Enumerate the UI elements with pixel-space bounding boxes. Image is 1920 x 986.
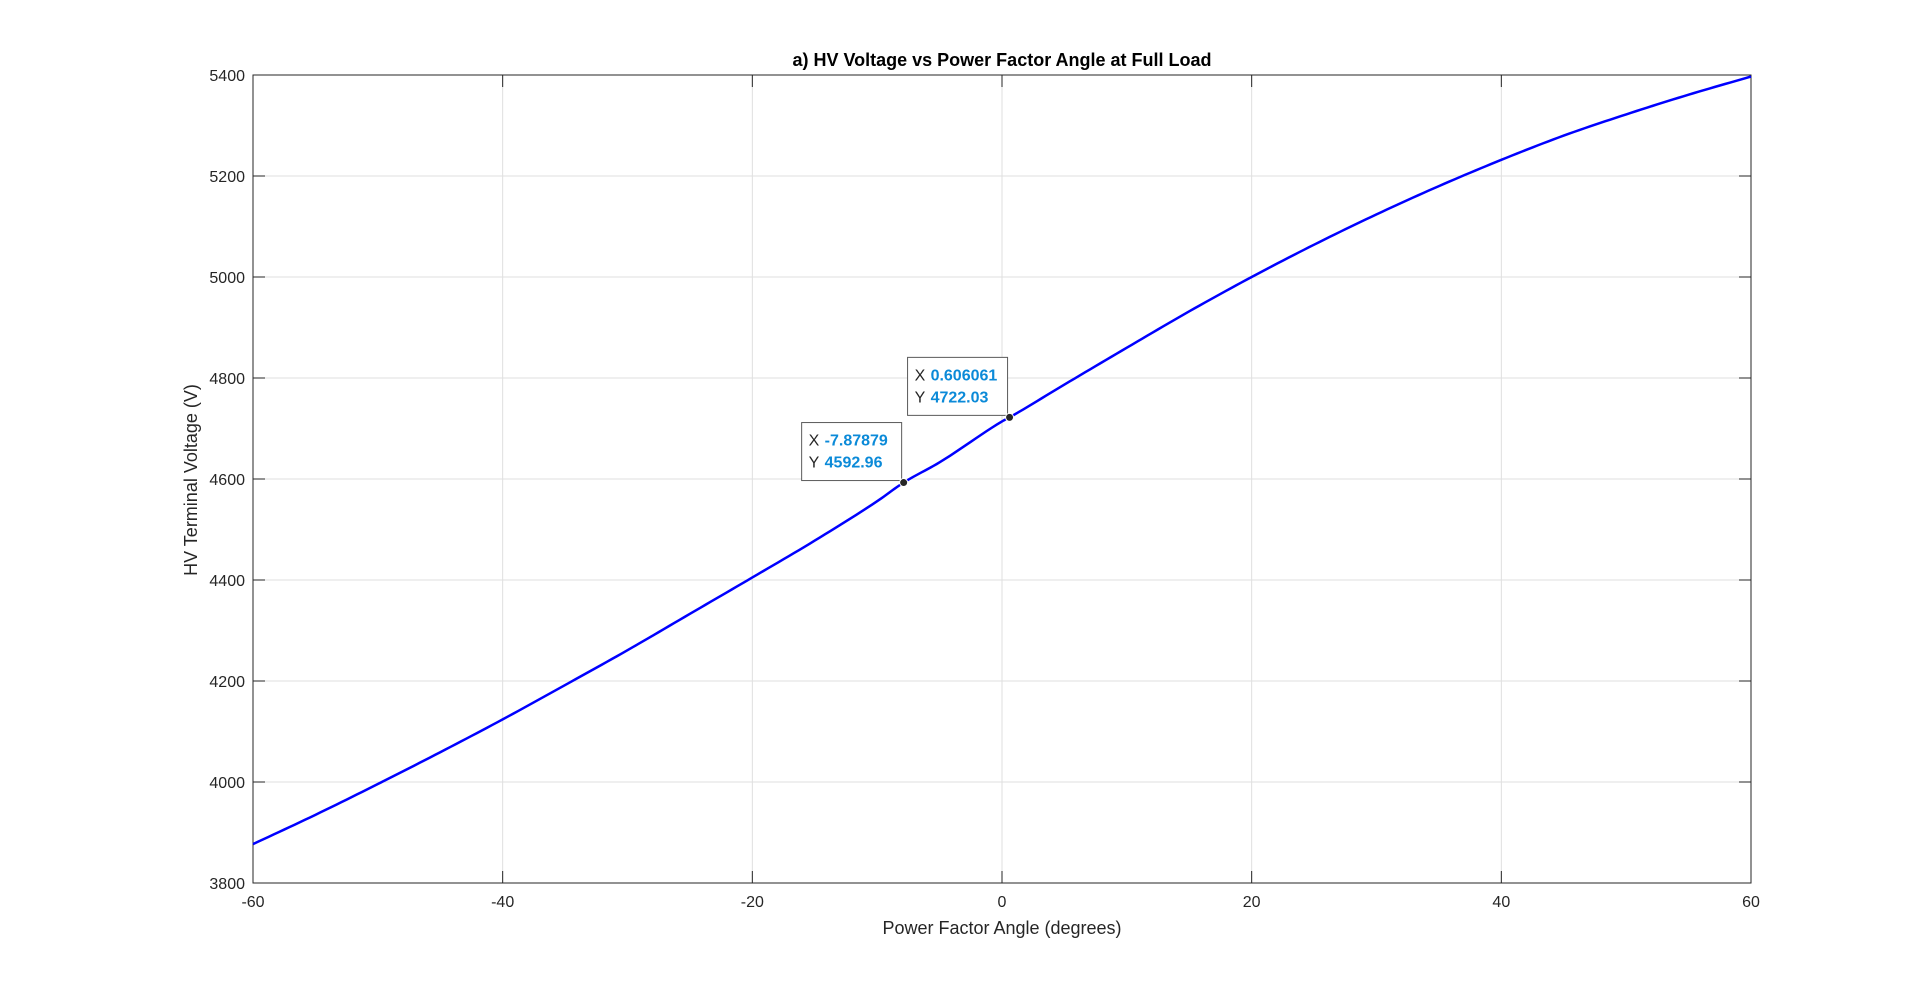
y-tick-label: 5200 xyxy=(209,169,245,186)
datatip-y-key: Y xyxy=(915,389,926,406)
x-tick-label: -40 xyxy=(491,894,514,911)
y-tick-label: 4800 xyxy=(209,371,245,388)
y-tick-label: 3800 xyxy=(209,876,245,893)
y-axis-label: HV Terminal Voltage (V) xyxy=(181,384,201,576)
x-axis-ticks: -60 -40 -20 0 20 40 60 xyxy=(241,75,1760,911)
y-axis-ticks: 3800 4000 4200 4400 4600 4800 5000 5200 5400 xyxy=(209,68,1751,893)
datatip[interactable]: X 0.606061 Y 4722.03 xyxy=(907,356,1015,422)
x-tick-label: 40 xyxy=(1492,894,1510,911)
x-tick-label: -20 xyxy=(741,894,764,911)
y-tick-label: 5400 xyxy=(209,68,245,85)
y-tick-label: 4600 xyxy=(209,472,245,489)
x-tick-label: 0 xyxy=(998,894,1007,911)
datatip-x-value: -7.87879 xyxy=(825,433,888,450)
datatip-y-value: 4592.96 xyxy=(825,455,883,472)
y-tick-label: 4400 xyxy=(209,573,245,590)
chart-title: a) HV Voltage vs Power Factor Angle at F… xyxy=(792,50,1211,70)
datatip-x-value: 0.606061 xyxy=(931,367,998,384)
datatip-marker[interactable] xyxy=(899,478,909,488)
y-tick-label: 4200 xyxy=(209,674,245,691)
datatip-y-value: 4722.03 xyxy=(931,389,989,406)
x-axis-label: Power Factor Angle (degrees) xyxy=(882,918,1121,938)
x-tick-label: 60 xyxy=(1742,894,1760,911)
datatip[interactable]: X -7.87879 Y 4592.96 xyxy=(801,422,909,488)
series-layer xyxy=(252,75,1752,846)
y-tick-label: 5000 xyxy=(209,270,245,287)
datatip-box xyxy=(801,422,903,482)
x-tick-label: -60 xyxy=(241,894,264,911)
datatip-box xyxy=(907,356,1009,416)
y-grid-lines xyxy=(253,175,1751,783)
datatip-marker[interactable] xyxy=(1005,412,1015,422)
datatip-x-key: X xyxy=(915,367,926,384)
datatip-x-key: X xyxy=(809,433,820,450)
datatips-layer: X -7.87879 Y 4592.96 X 0.606061 Y 4722.03 xyxy=(801,356,1015,488)
datatip-y-key: Y xyxy=(809,455,820,472)
x-tick-label: 20 xyxy=(1243,894,1261,911)
series-line xyxy=(252,75,1752,846)
y-tick-label: 4000 xyxy=(209,775,245,792)
